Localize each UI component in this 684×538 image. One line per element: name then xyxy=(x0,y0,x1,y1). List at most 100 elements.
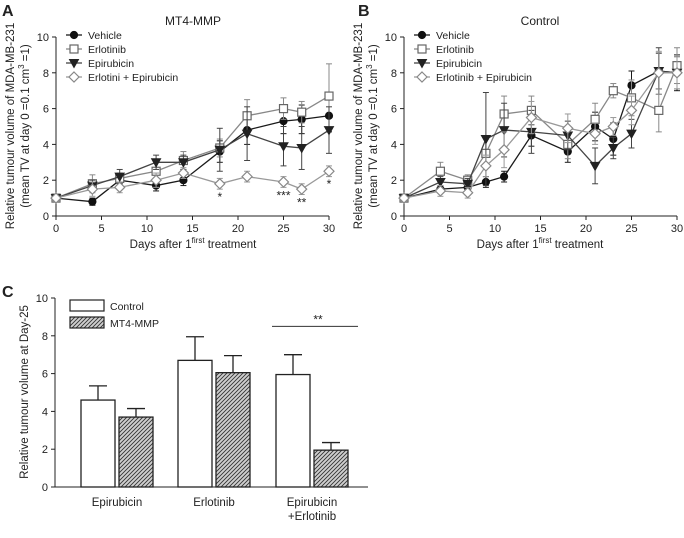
b-data-point xyxy=(654,105,664,115)
a-x-tick-label: 20 xyxy=(232,223,244,235)
a-x-tick-label: 25 xyxy=(277,223,289,235)
chart-b-title: Control xyxy=(521,14,560,28)
b-x-tick-label: 30 xyxy=(671,223,683,235)
a-y-tick-label: 2 xyxy=(43,175,49,187)
panel-b-chart: Control 0 2 4 6 8 10 0 5 10 15 20 25 30 Vehicle Erlo… xyxy=(353,14,683,251)
a-data-point xyxy=(177,167,190,179)
chart-a-ylabel-line1: Relative tumour volume of MDA-MB-231 xyxy=(5,23,17,229)
b-series-2 xyxy=(398,47,683,204)
b-legend-marker xyxy=(416,59,428,69)
c-legend-label: Control xyxy=(110,301,144,313)
b-legend-label: Vehicle xyxy=(436,30,470,42)
a-data-point xyxy=(278,103,289,114)
chart-b-legend: Vehicle Erlotinib Epirubicin Erlotinib + Ep… xyxy=(414,30,532,84)
chart-b-ylabel-line2: (mean TV at day 0 =0.1 cm3 =1) xyxy=(365,44,380,208)
b-series-3 xyxy=(398,50,683,204)
a-legend-marker xyxy=(68,59,80,69)
a-data-point xyxy=(241,129,253,140)
a-significance-marker: *** xyxy=(276,188,290,202)
b-data-point xyxy=(626,129,637,140)
c-legend-swatch xyxy=(69,316,105,329)
c-bar-mt4-mmp xyxy=(215,372,251,488)
c-significance-marker: ** xyxy=(313,312,323,326)
b-data-point xyxy=(607,120,620,133)
c-category-label: Epirubicin xyxy=(92,497,143,509)
a-x-tick-label: 30 xyxy=(323,223,335,235)
a-y-tick-label: 6 xyxy=(43,104,49,116)
chart-a-legend: Vehicle Erlotinib Epirubicin Erlotini + Epi… xyxy=(66,30,178,84)
a-y-tick-label: 8 xyxy=(43,68,49,80)
a-x-tick-label: 0 xyxy=(53,223,59,235)
chart-c-y-ticks: 0 2 4 6 8 10 xyxy=(36,293,55,494)
b-data-point xyxy=(671,66,683,79)
c-category-label: Epirubicin xyxy=(287,497,338,509)
b-y-tick-label: 4 xyxy=(391,139,397,151)
a-data-point xyxy=(297,107,307,117)
b-y-tick-label: 10 xyxy=(385,32,397,44)
b-data-point xyxy=(461,186,474,199)
chart-a-ylabel-line2: (mean TV at day 0 =0.1 cm3 =1) xyxy=(17,44,32,208)
b-data-point xyxy=(434,185,447,197)
a-series-line xyxy=(55,170,330,199)
a-y-tick-label: 10 xyxy=(37,32,49,44)
c-legend-swatch xyxy=(69,299,105,312)
b-legend-marker xyxy=(416,71,428,83)
c-category-label: Erlotinib xyxy=(193,497,235,509)
chart-c-x-labels: Epirubicin Erlotinib Epirubicin +Erlotinib xyxy=(92,497,338,523)
chart-c-significance: ** xyxy=(272,312,358,327)
b-data-point xyxy=(525,111,538,124)
b-x-tick-label: 5 xyxy=(446,223,452,235)
a-data-point xyxy=(178,158,189,168)
a-legend-label: Vehicle xyxy=(88,30,122,42)
b-data-point xyxy=(607,143,619,154)
a-x-tick-label: 10 xyxy=(141,223,153,235)
a-x-tick-label: 5 xyxy=(98,223,104,235)
b-x-tick-label: 20 xyxy=(580,223,592,235)
b-x-tick-label: 0 xyxy=(401,223,407,235)
b-x-tick-label: 10 xyxy=(489,223,501,235)
c-y-tick-label: 6 xyxy=(42,369,48,381)
a-data-point xyxy=(295,183,308,195)
b-data-point xyxy=(435,166,445,176)
a-data-point xyxy=(278,142,289,152)
b-data-point xyxy=(398,192,410,204)
a-data-point xyxy=(214,145,226,156)
c-category-label: +Erlotinib xyxy=(288,511,336,523)
b-data-point xyxy=(498,126,510,136)
b-legend-marker xyxy=(417,44,427,54)
chart-b-xlabel: Days after 1first treatment xyxy=(477,236,604,251)
b-data-point xyxy=(435,177,446,188)
c-bar-control xyxy=(275,373,311,488)
c-y-tick-label: 0 xyxy=(42,482,48,494)
a-legend-marker xyxy=(68,71,80,83)
a-data-point xyxy=(277,176,290,188)
b-x-tick-label: 25 xyxy=(625,223,637,235)
b-legend-marker xyxy=(417,30,427,40)
b-legend-label: Erlotinib xyxy=(436,44,474,56)
c-y-tick-label: 8 xyxy=(42,331,48,343)
c-y-tick-label: 4 xyxy=(42,406,48,418)
a-data-point xyxy=(213,177,226,190)
a-data-point xyxy=(114,172,126,183)
chart-b-y-ticks: 0 2 4 6 8 10 xyxy=(385,32,404,223)
b-legend-label: Erlotinib + Epirubicin xyxy=(436,72,532,84)
a-y-tick-label: 4 xyxy=(43,139,49,151)
b-y-tick-label: 8 xyxy=(391,68,397,80)
b-data-point xyxy=(500,172,509,181)
b-series-line xyxy=(403,70,678,199)
a-series-1 xyxy=(51,63,334,203)
a-data-point xyxy=(50,192,62,204)
b-data-point xyxy=(480,135,492,145)
c-bar-control xyxy=(177,359,213,488)
chart-a-annotations: * ****** xyxy=(217,177,331,210)
a-data-point xyxy=(86,183,99,195)
b-data-point xyxy=(589,127,601,140)
b-data-point xyxy=(589,161,601,172)
b-series-line xyxy=(403,70,678,199)
c-y-tick-label: 2 xyxy=(42,444,48,456)
chart-a-y-ticks: 0 2 4 6 8 10 xyxy=(37,32,56,223)
b-data-point xyxy=(652,66,665,79)
panel-label-b: B xyxy=(358,3,370,20)
